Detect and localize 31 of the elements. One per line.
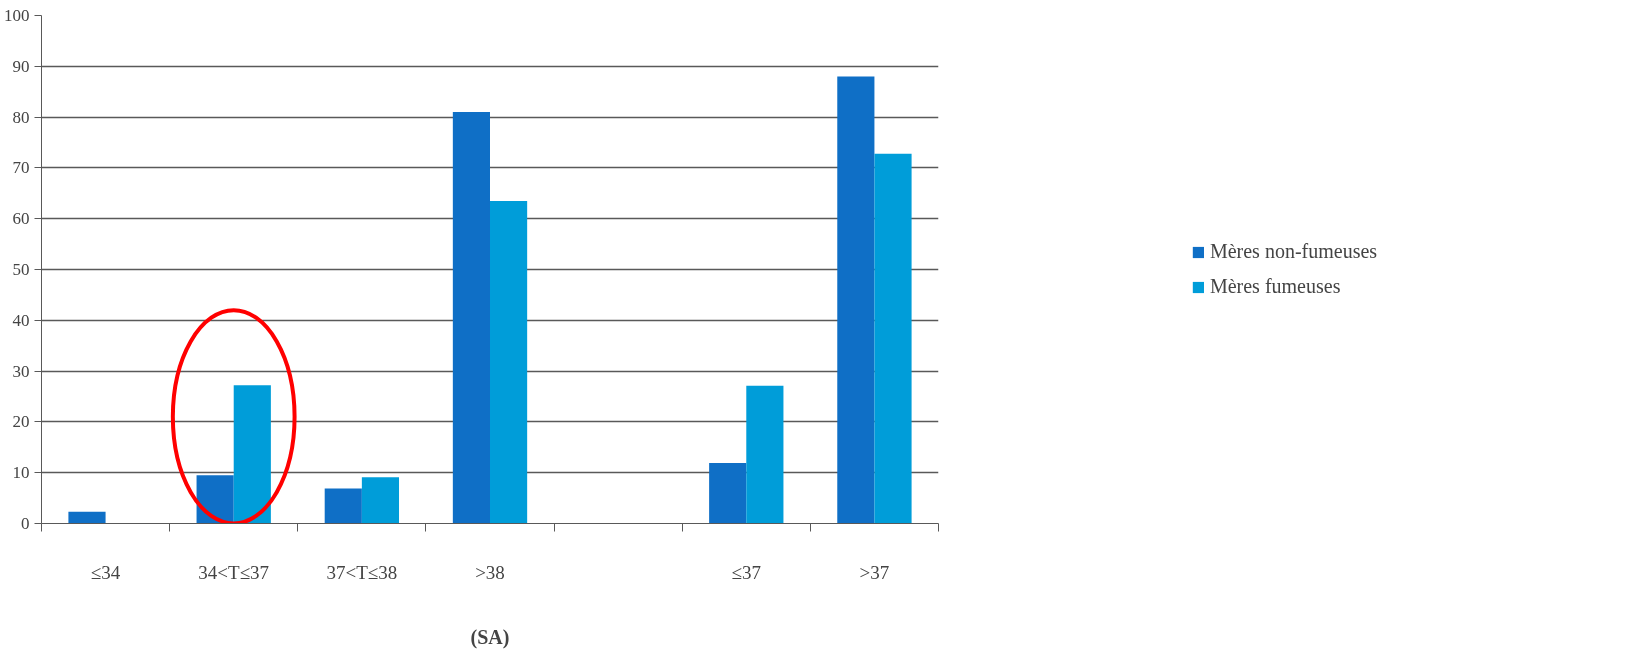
bar [837, 76, 875, 524]
y-tick-label: 70 [12, 158, 30, 178]
bar [324, 488, 362, 524]
y-tick-label: 10 [12, 463, 30, 483]
bar [709, 463, 747, 524]
y-tick-label: 90 [12, 56, 30, 76]
bar [746, 385, 784, 524]
bar [68, 511, 106, 524]
y-tick-label: 50 [12, 260, 30, 279]
legend-label: Mères non-fumeuses [1209, 240, 1378, 263]
legend-label: Mères fumeuses [1209, 275, 1341, 298]
x-tick-label: 34<T≤37 [198, 561, 270, 583]
y-tick-label: 60 [12, 209, 30, 229]
bar [490, 200, 528, 524]
x-axis-title: (SA) [470, 625, 510, 649]
x-tick-label: ≤34 [90, 561, 121, 583]
bar [361, 477, 400, 524]
x-tick-label: >37 [859, 561, 890, 583]
bar [233, 385, 271, 524]
bar [452, 112, 490, 524]
x-tick-label: ≤37 [731, 561, 762, 583]
y-tick-label: 40 [12, 310, 30, 330]
bar [874, 153, 912, 524]
x-tick-label: >38 [475, 561, 505, 583]
y-tick-label: 80 [12, 107, 30, 127]
y-tick-label: 30 [12, 361, 30, 381]
bar [196, 475, 234, 524]
y-tick-label: 100 [4, 6, 30, 25]
y-tick-label: 20 [12, 412, 30, 432]
y-tick-label: 0 [21, 514, 30, 533]
x-tick-label: 37<T≤38 [326, 561, 398, 583]
